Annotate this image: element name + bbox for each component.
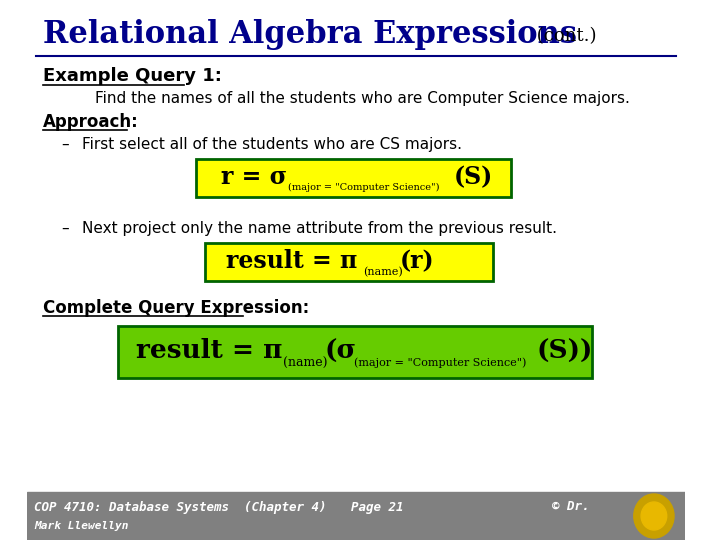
FancyBboxPatch shape (196, 159, 511, 197)
Text: (S)): (S)) (537, 339, 593, 363)
Text: (major = "Computer Science"): (major = "Computer Science") (288, 183, 440, 192)
Text: (r): (r) (400, 249, 434, 273)
Text: Complete Query Expression:: Complete Query Expression: (43, 299, 310, 317)
Text: COP 4710: Database Systems  (Chapter 4): COP 4710: Database Systems (Chapter 4) (34, 501, 327, 514)
Text: Approach:: Approach: (43, 113, 139, 131)
Circle shape (634, 494, 674, 538)
Text: Page 21: Page 21 (351, 501, 404, 514)
Text: Example Query 1:: Example Query 1: (43, 67, 222, 85)
Text: –: – (61, 137, 69, 152)
Text: (S): (S) (454, 165, 493, 189)
Text: (name): (name) (283, 357, 327, 370)
Text: First select all of the students who are CS majors.: First select all of the students who are… (81, 137, 462, 152)
Text: Find the names of all the students who are Computer Science majors.: Find the names of all the students who a… (95, 91, 630, 106)
Text: (major = "Computer Science"): (major = "Computer Science") (354, 357, 526, 368)
Text: (cont.): (cont.) (531, 27, 597, 45)
Circle shape (641, 502, 667, 530)
Text: (σ: (σ (325, 339, 357, 363)
Text: –: – (61, 220, 69, 235)
Text: © Dr.: © Dr. (552, 501, 590, 514)
Text: r = σ: r = σ (220, 165, 287, 189)
Text: Mark Llewellyn: Mark Llewellyn (34, 521, 129, 531)
Text: (name): (name) (363, 267, 403, 278)
Bar (27, 492, 685, 540)
FancyBboxPatch shape (118, 326, 592, 378)
Text: Relational Algebra Expressions: Relational Algebra Expressions (43, 18, 577, 50)
Text: Next project only the name attribute from the previous result.: Next project only the name attribute fro… (81, 220, 557, 235)
Text: result = π: result = π (137, 339, 283, 363)
FancyBboxPatch shape (205, 243, 493, 281)
Text: result = π: result = π (226, 249, 357, 273)
